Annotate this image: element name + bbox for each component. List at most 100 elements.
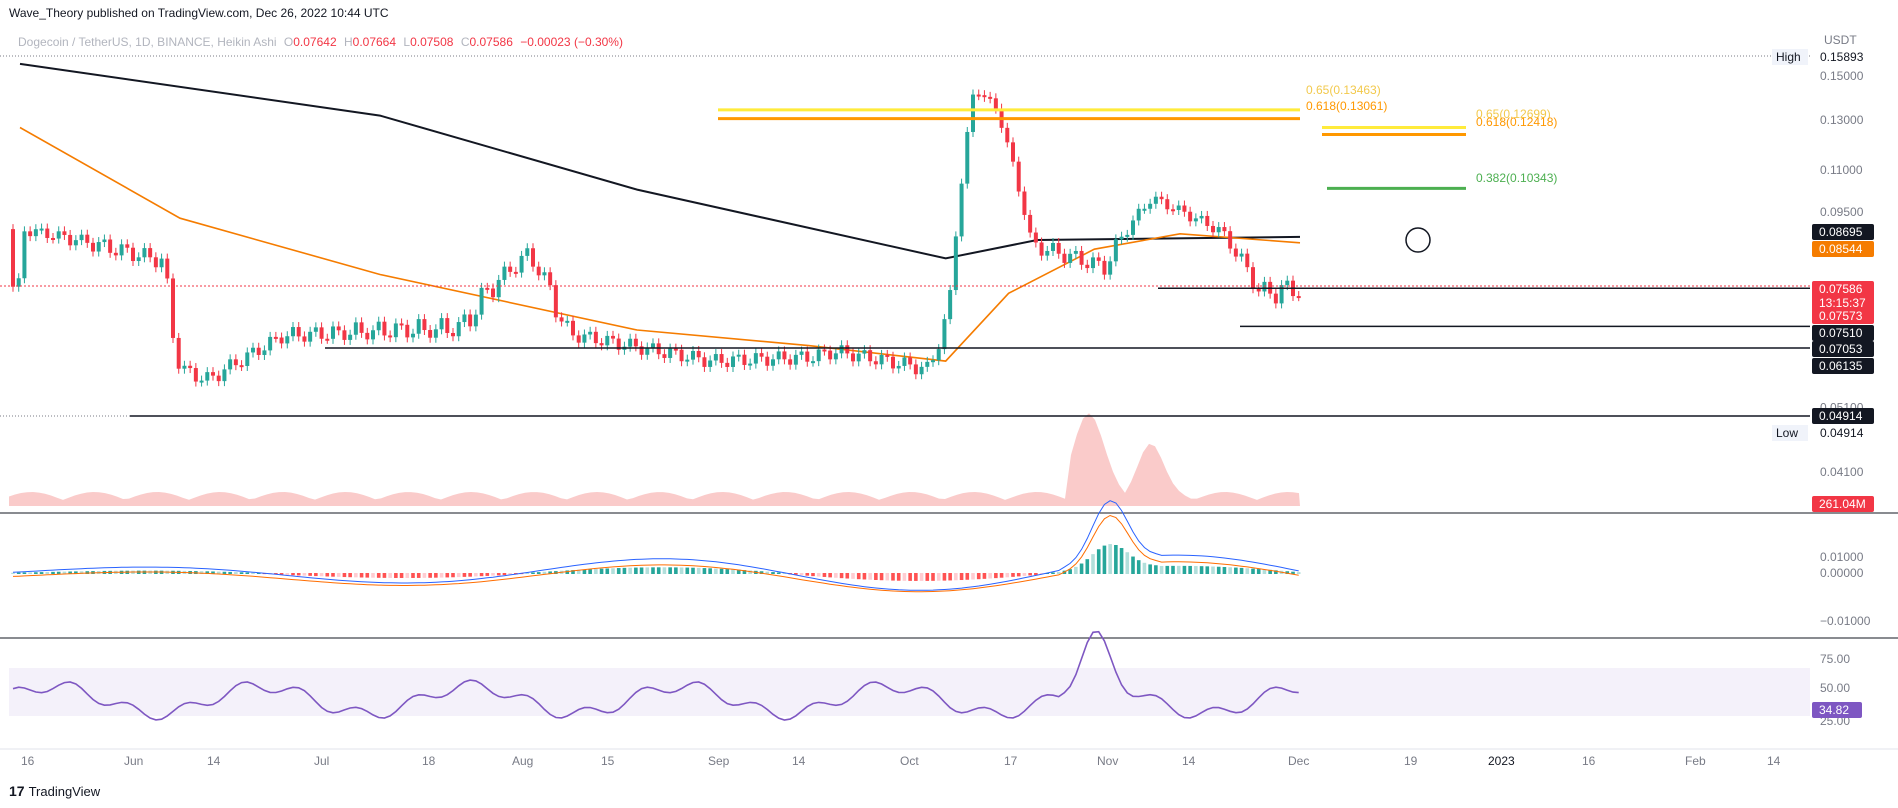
macd-histogram-bar [914, 573, 918, 581]
candle-body [1096, 257, 1101, 261]
candle-body [536, 266, 541, 276]
macd-histogram-bar [925, 573, 930, 581]
close-value: 0.07586 [469, 35, 513, 49]
candle-body [1211, 225, 1215, 233]
macd-histogram-bar [1016, 573, 1021, 577]
candle-body [502, 266, 507, 280]
candle-body [1193, 218, 1198, 222]
macd-histogram-bar [434, 573, 438, 578]
brand-name[interactable]: TradingView [28, 783, 101, 799]
price-tag-value: 261.04M [1819, 497, 1866, 511]
macd-axis-tick: 0.01000 [1820, 550, 1864, 564]
macd-histogram-bar [1245, 568, 1250, 574]
candle-body [765, 356, 770, 366]
candle-body [51, 237, 55, 240]
candle-body [525, 248, 530, 256]
candle-body [725, 362, 730, 367]
candle-body [616, 338, 621, 350]
macd-histogram-bar [319, 573, 324, 577]
price-tag-value: 0.07510 [1819, 326, 1863, 340]
macd-histogram-bar [736, 569, 741, 574]
footer: 17 TradingView [9, 783, 100, 799]
candle-body [142, 248, 147, 258]
macd-histogram-bar [1119, 548, 1124, 574]
macd-histogram-bar [1194, 566, 1198, 574]
macd-histogram-bar [491, 573, 495, 576]
macd-histogram-bar [1268, 569, 1272, 574]
time-axis-tick: Jul [314, 754, 329, 768]
candle-body [565, 320, 570, 323]
candle-body [879, 354, 884, 365]
price-tag-value: 0.07586 [1819, 282, 1863, 296]
time-axis-tick: Dec [1288, 754, 1309, 768]
candle-body [1273, 293, 1278, 304]
candle-body [731, 356, 735, 367]
candle-body [239, 365, 244, 368]
candle-body [1285, 280, 1290, 286]
candle-body [1262, 281, 1267, 292]
time-axis-tick: 17 [1004, 754, 1018, 768]
candle-body [771, 359, 775, 366]
candle-body [799, 351, 804, 355]
rsi-value: 34.82 [1819, 703, 1849, 717]
fib-level-label: 0.618(0.12418) [1476, 115, 1557, 129]
macd-histogram-bar [771, 572, 775, 574]
open-value: 0.07642 [293, 35, 337, 49]
macd-histogram-bar [302, 573, 307, 576]
candle-body [1091, 257, 1095, 269]
candle-body [953, 236, 958, 291]
candle-body [171, 278, 175, 338]
macd-histogram-bar [85, 571, 90, 574]
macd-histogram-bar [1176, 565, 1181, 574]
macd-histogram-bar [811, 573, 815, 577]
macd-histogram-bar [908, 573, 912, 581]
publisher-note: Wave_Theory published on TradingView.com… [9, 6, 389, 20]
candle-body [891, 356, 895, 369]
tradingview-logo-icon[interactable]: 17 [9, 783, 25, 799]
macd-histogram-bar [856, 573, 861, 580]
macd-histogram-bar [245, 572, 250, 574]
macd-histogram-bar [948, 573, 952, 581]
candle-body [119, 244, 124, 256]
candle-body [365, 332, 370, 340]
candle-body [931, 360, 935, 363]
candle-body [439, 318, 444, 330]
macd-histogram-bar [822, 573, 827, 577]
candle-body [1022, 191, 1027, 215]
high-value: 0.07664 [352, 35, 397, 49]
candle-body [353, 322, 358, 335]
candle-body [428, 330, 433, 338]
candle-body [1188, 211, 1193, 222]
macd-histogram-bar [1034, 573, 1038, 575]
macd-histogram-bar [205, 571, 210, 574]
symbol-title[interactable]: Dogecoin / TetherUS, 1D, BINANCE, Heikin… [18, 35, 277, 49]
candle-body [1148, 203, 1153, 209]
macd-histogram-bar [931, 573, 935, 581]
macd-histogram-bar [1154, 565, 1158, 574]
macd-histogram-bar [1136, 560, 1141, 574]
macd-histogram-bar [456, 573, 461, 578]
candle-body [136, 257, 141, 262]
low-value: 0.07508 [410, 35, 454, 49]
macd-histogram-bar [28, 572, 32, 574]
signal-line [12, 514, 1299, 593]
candle-body [982, 95, 987, 98]
macd-histogram-bar [1091, 554, 1095, 574]
macd-histogram-bar [45, 571, 50, 574]
price-tag-value: 0.06135 [1819, 359, 1863, 373]
macd-histogram-bar [714, 568, 718, 574]
macd-histogram-bar [885, 573, 890, 581]
candle-body [988, 96, 993, 99]
macd-histogram-bar [416, 573, 421, 578]
macd-histogram-bar [1125, 552, 1130, 574]
macd-histogram-bar [451, 573, 455, 578]
candle-body [1011, 142, 1015, 162]
candle-body [862, 350, 867, 354]
extreme-value: 0.15893 [1820, 50, 1864, 64]
candle-body [371, 330, 375, 340]
macd-histogram-bar [222, 571, 227, 574]
macd-histogram-bar [1108, 544, 1112, 574]
candle-body [753, 353, 758, 364]
candle-body [79, 234, 84, 241]
